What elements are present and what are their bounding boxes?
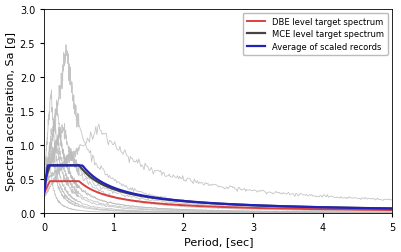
Y-axis label: Spectral acceleration, Sa [g]: Spectral acceleration, Sa [g] bbox=[6, 32, 16, 191]
X-axis label: Period, [sec]: Period, [sec] bbox=[184, 237, 253, 246]
Legend: DBE level target spectrum, MCE level target spectrum, Average of scaled records: DBE level target spectrum, MCE level tar… bbox=[243, 14, 388, 55]
